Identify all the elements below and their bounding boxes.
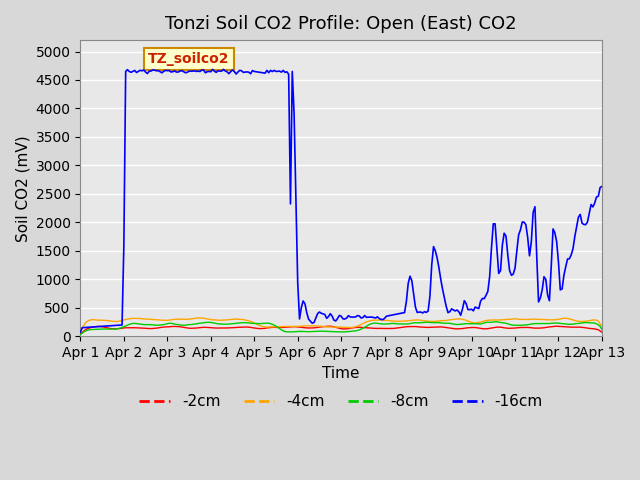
Title: Tonzi Soil CO2 Profile: Open (East) CO2: Tonzi Soil CO2 Profile: Open (East) CO2 bbox=[165, 15, 517, 33]
Legend: -2cm, -4cm, -8cm, -16cm: -2cm, -4cm, -8cm, -16cm bbox=[133, 388, 549, 416]
Text: TZ_soilco2: TZ_soilco2 bbox=[148, 52, 230, 66]
X-axis label: Time: Time bbox=[323, 366, 360, 381]
Y-axis label: Soil CO2 (mV): Soil CO2 (mV) bbox=[15, 135, 30, 241]
